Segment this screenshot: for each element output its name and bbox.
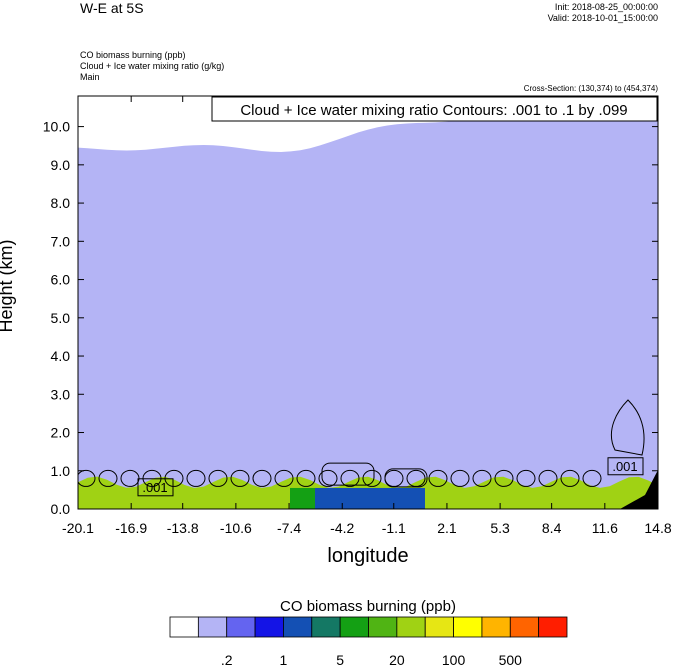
- cloud-contour: [450, 469, 470, 487]
- colorbar-tick-label: 5: [336, 652, 344, 667]
- time-info: Init: 2018-08-25_00:00:00 Valid: 2018-10…: [548, 2, 658, 24]
- cloud-contour: [472, 469, 492, 487]
- variable-main: Main: [80, 72, 100, 82]
- y-tick-label: 6.0: [51, 272, 71, 288]
- init-time: Init: 2018-08-25_00:00:00: [554, 2, 658, 12]
- cloud-contour: [340, 469, 360, 487]
- colorbar-tick-label: .2: [221, 652, 233, 667]
- x-axis-label: longitude: [327, 545, 408, 567]
- cloud-contours: .001 .001: [78, 399, 645, 497]
- cloud-contour: [252, 469, 272, 487]
- plot-frame: [77, 95, 659, 510]
- cloud-contour: [230, 469, 250, 487]
- x-tick-label: 14.8: [644, 520, 671, 536]
- variable-co: CO biomass burning (ppb): [80, 50, 186, 60]
- cloud-contour: [296, 469, 316, 487]
- cross-section-label: Cross-Section: (130,374) to (454,374): [523, 84, 658, 93]
- x-axis: -20.1 -16.9 -13.8 -10.6 -7.4 -4.2 -1.1 2.1 5.3 8.…: [62, 96, 672, 536]
- cloud-contour: [384, 468, 428, 488]
- surface-band-mid: [290, 487, 315, 509]
- cloud-contour: [318, 469, 338, 487]
- cloud-contour: [321, 462, 375, 486]
- colorbar-swatch: [396, 616, 426, 638]
- colorbar-swatch: [197, 616, 228, 638]
- colorbar-swatch: [311, 616, 341, 638]
- colorbar-swatch: [509, 616, 540, 638]
- cloud-contour: [560, 469, 580, 487]
- x-tick-label: -7.4: [277, 520, 301, 536]
- colorbar-tick-label: 500: [499, 652, 523, 667]
- colorbar-tick-label: 20: [389, 652, 405, 667]
- colorbar-swatch: [283, 616, 313, 638]
- colorbar-swatch: [226, 616, 256, 638]
- colorbar-swatch: [368, 616, 398, 638]
- contour-label-box: [607, 457, 644, 476]
- cloud-contour: [582, 469, 602, 487]
- variable-cloud: Cloud + Ice water mixing ratio (g/kg): [80, 61, 225, 71]
- cloud-contour: [98, 469, 118, 487]
- y-tick-label: 1.0: [51, 463, 71, 479]
- colorbar-swatch: [254, 616, 284, 638]
- y-tick-label: 2.0: [51, 425, 71, 441]
- cloud-contour: [494, 469, 514, 487]
- x-tick-label: -4.2: [330, 520, 354, 536]
- colorbar-tick-label: 1: [280, 652, 288, 667]
- colorbar-swatch: [538, 616, 568, 638]
- colorbar-title: CO biomass burning (ppb): [280, 598, 456, 615]
- colorbar: .2 1 5 20 100 500: [169, 616, 568, 667]
- contour-label-box: [137, 478, 174, 497]
- colorbar-swatch: [481, 616, 511, 638]
- x-tick-label: 2.1: [437, 520, 457, 536]
- contour-info-text: Cloud + Ice water mixing ratio Contours:…: [240, 102, 627, 119]
- field-band: [78, 109, 658, 509]
- x-tick-label: -1.1: [382, 520, 406, 536]
- cloud-contour: [362, 469, 382, 487]
- cloud-contour: [78, 469, 96, 487]
- x-tick-label: 11.6: [592, 520, 618, 536]
- colorbar-swatch: [339, 616, 369, 638]
- x-tick-label: -10.6: [220, 520, 252, 536]
- x-tick-label: 8.4: [542, 520, 562, 536]
- y-tick-label: 9.0: [51, 157, 71, 173]
- cloud-contour: [516, 469, 536, 487]
- colorbar-tick-label: 100: [442, 652, 466, 667]
- chart-title: W-E at 5S: [80, 0, 144, 16]
- contour-label: .001: [142, 480, 167, 495]
- x-tick-label: -20.1: [62, 520, 94, 536]
- y-tick-label: 8.0: [51, 195, 71, 211]
- filled-contour-field: [78, 96, 658, 509]
- x-tick-label: -16.9: [115, 520, 147, 536]
- y-tick-label: 5.0: [51, 310, 71, 326]
- valid-time: Valid: 2018-10-01_15:00:00: [547, 13, 658, 23]
- cloud-contour: [538, 469, 558, 487]
- cloud-contour: [610, 399, 645, 456]
- y-tick-label: 10.0: [43, 119, 70, 135]
- cloud-contour: [428, 469, 448, 487]
- y-tick-label: 7.0: [51, 233, 71, 249]
- cloud-contour: [274, 469, 294, 487]
- variable-list: CO biomass burning (ppb) Cloud + Ice wat…: [80, 50, 224, 83]
- x-tick-label: -13.8: [167, 520, 199, 536]
- y-axis-label: Height (km): [0, 239, 16, 332]
- cloud-contour: [186, 469, 206, 487]
- contour-info-box: [211, 96, 658, 122]
- colorbar-swatch: [424, 616, 454, 638]
- y-tick-label: 4.0: [51, 348, 71, 364]
- contour-label: .001: [612, 459, 637, 474]
- cloud-contour: [208, 469, 228, 487]
- colorbar-swatch: [169, 616, 199, 638]
- surface-band-dark: [315, 487, 425, 509]
- y-tick-label: 0.0: [51, 501, 71, 517]
- y-axis: 0.0 1.0 2.0 3.0 4.0 5.0 6.0 7.0 8.0 9.0 10.0: [43, 119, 658, 517]
- y-tick-label: 3.0: [51, 386, 71, 402]
- x-tick-label: 5.3: [490, 520, 510, 536]
- colorbar-swatch: [453, 616, 483, 638]
- terrain: [620, 470, 658, 509]
